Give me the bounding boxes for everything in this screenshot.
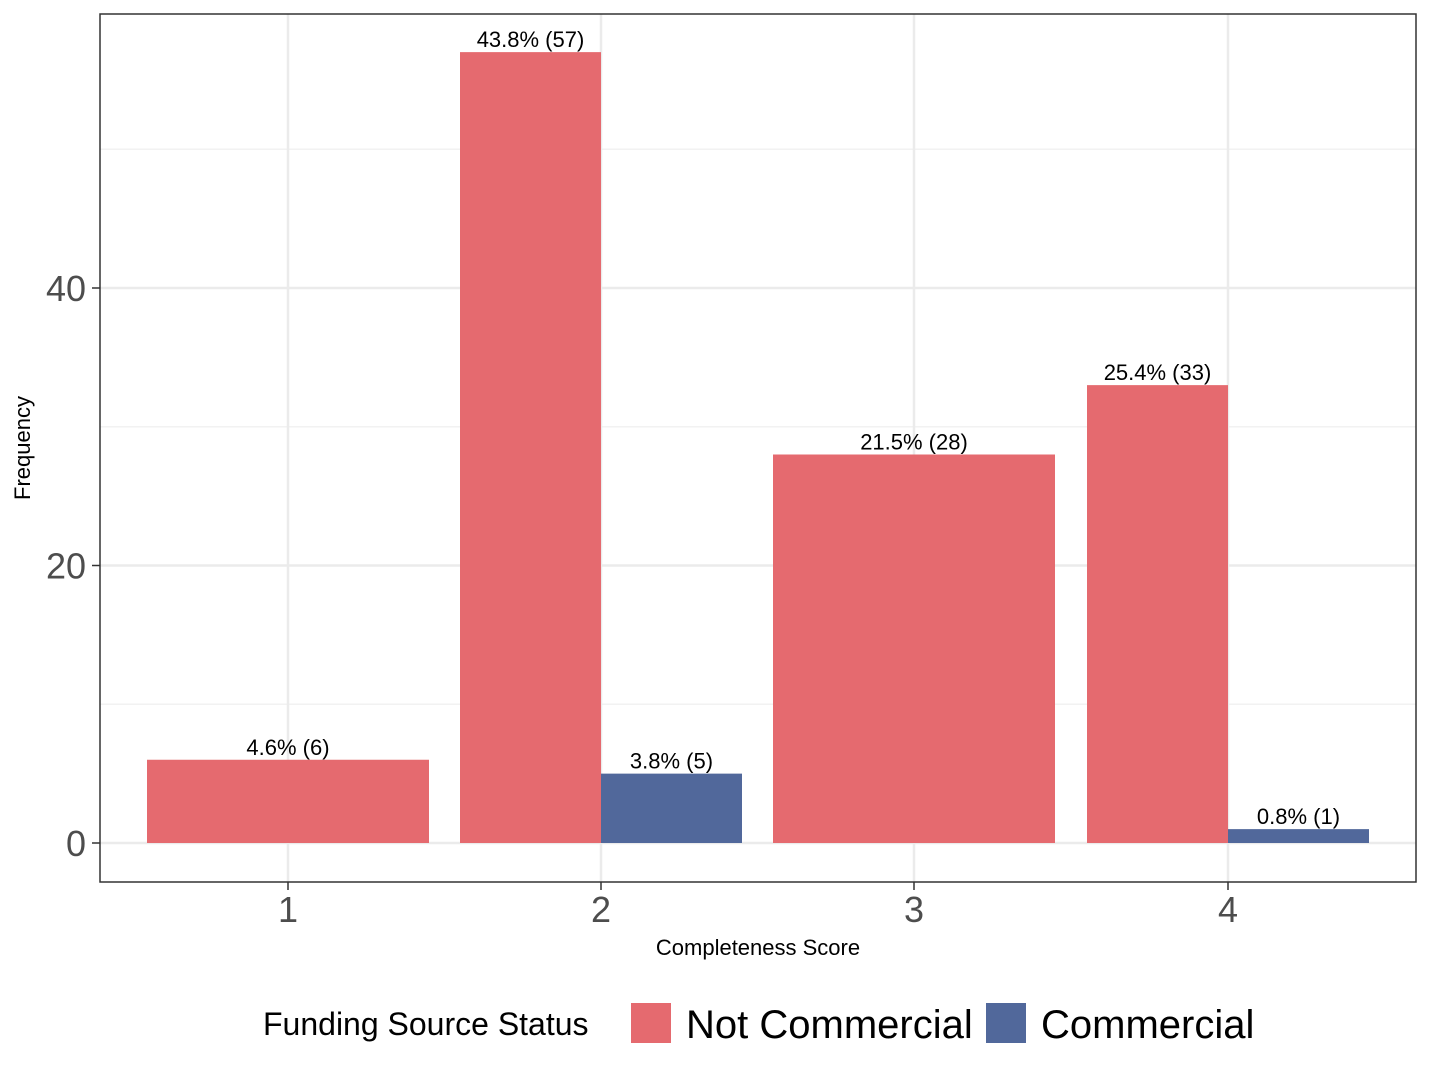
data-label: 0.8% (1) — [1257, 804, 1340, 829]
bar-not-commercial — [773, 454, 1055, 843]
y-tick-label: 0 — [66, 823, 86, 864]
axes: 0 20 40 1 2 3 4 — [46, 268, 1238, 930]
data-label: 4.6% (6) — [246, 735, 329, 760]
legend-label: Not Commercial — [686, 1003, 973, 1047]
legend-title: Funding Source Status — [263, 1006, 589, 1042]
legend-label: Commercial — [1041, 1003, 1254, 1047]
x-tick-label: 3 — [904, 889, 924, 930]
x-axis-title: Completeness Score — [656, 935, 860, 960]
legend: Funding Source Status Not Commercial Comm… — [263, 1003, 1254, 1047]
bar-commercial — [601, 773, 742, 843]
y-axis-title: Frequency — [10, 396, 35, 500]
legend-key — [986, 1003, 1026, 1043]
bar-commercial — [1228, 829, 1369, 843]
bars — [147, 52, 1369, 843]
x-tick-label: 4 — [1218, 889, 1238, 930]
data-label: 21.5% (28) — [860, 430, 968, 455]
x-tick-label: 2 — [591, 889, 611, 930]
data-label: 25.4% (33) — [1104, 360, 1212, 385]
bar-not-commercial — [460, 52, 601, 843]
data-labels: 4.6% (6) 43.8% (57) 3.8% (5) 21.5% (28) 25.4… — [246, 27, 1340, 829]
panel-border — [99, 13, 1417, 883]
legend-key — [631, 1003, 671, 1043]
data-label: 43.8% (57) — [477, 27, 585, 52]
y-tick-label: 20 — [46, 546, 86, 587]
bar-not-commercial — [1087, 385, 1228, 843]
data-label: 3.8% (5) — [630, 749, 713, 774]
y-tick-label: 40 — [46, 268, 86, 309]
x-tick-label: 1 — [278, 889, 298, 930]
bar-not-commercial — [147, 759, 429, 843]
